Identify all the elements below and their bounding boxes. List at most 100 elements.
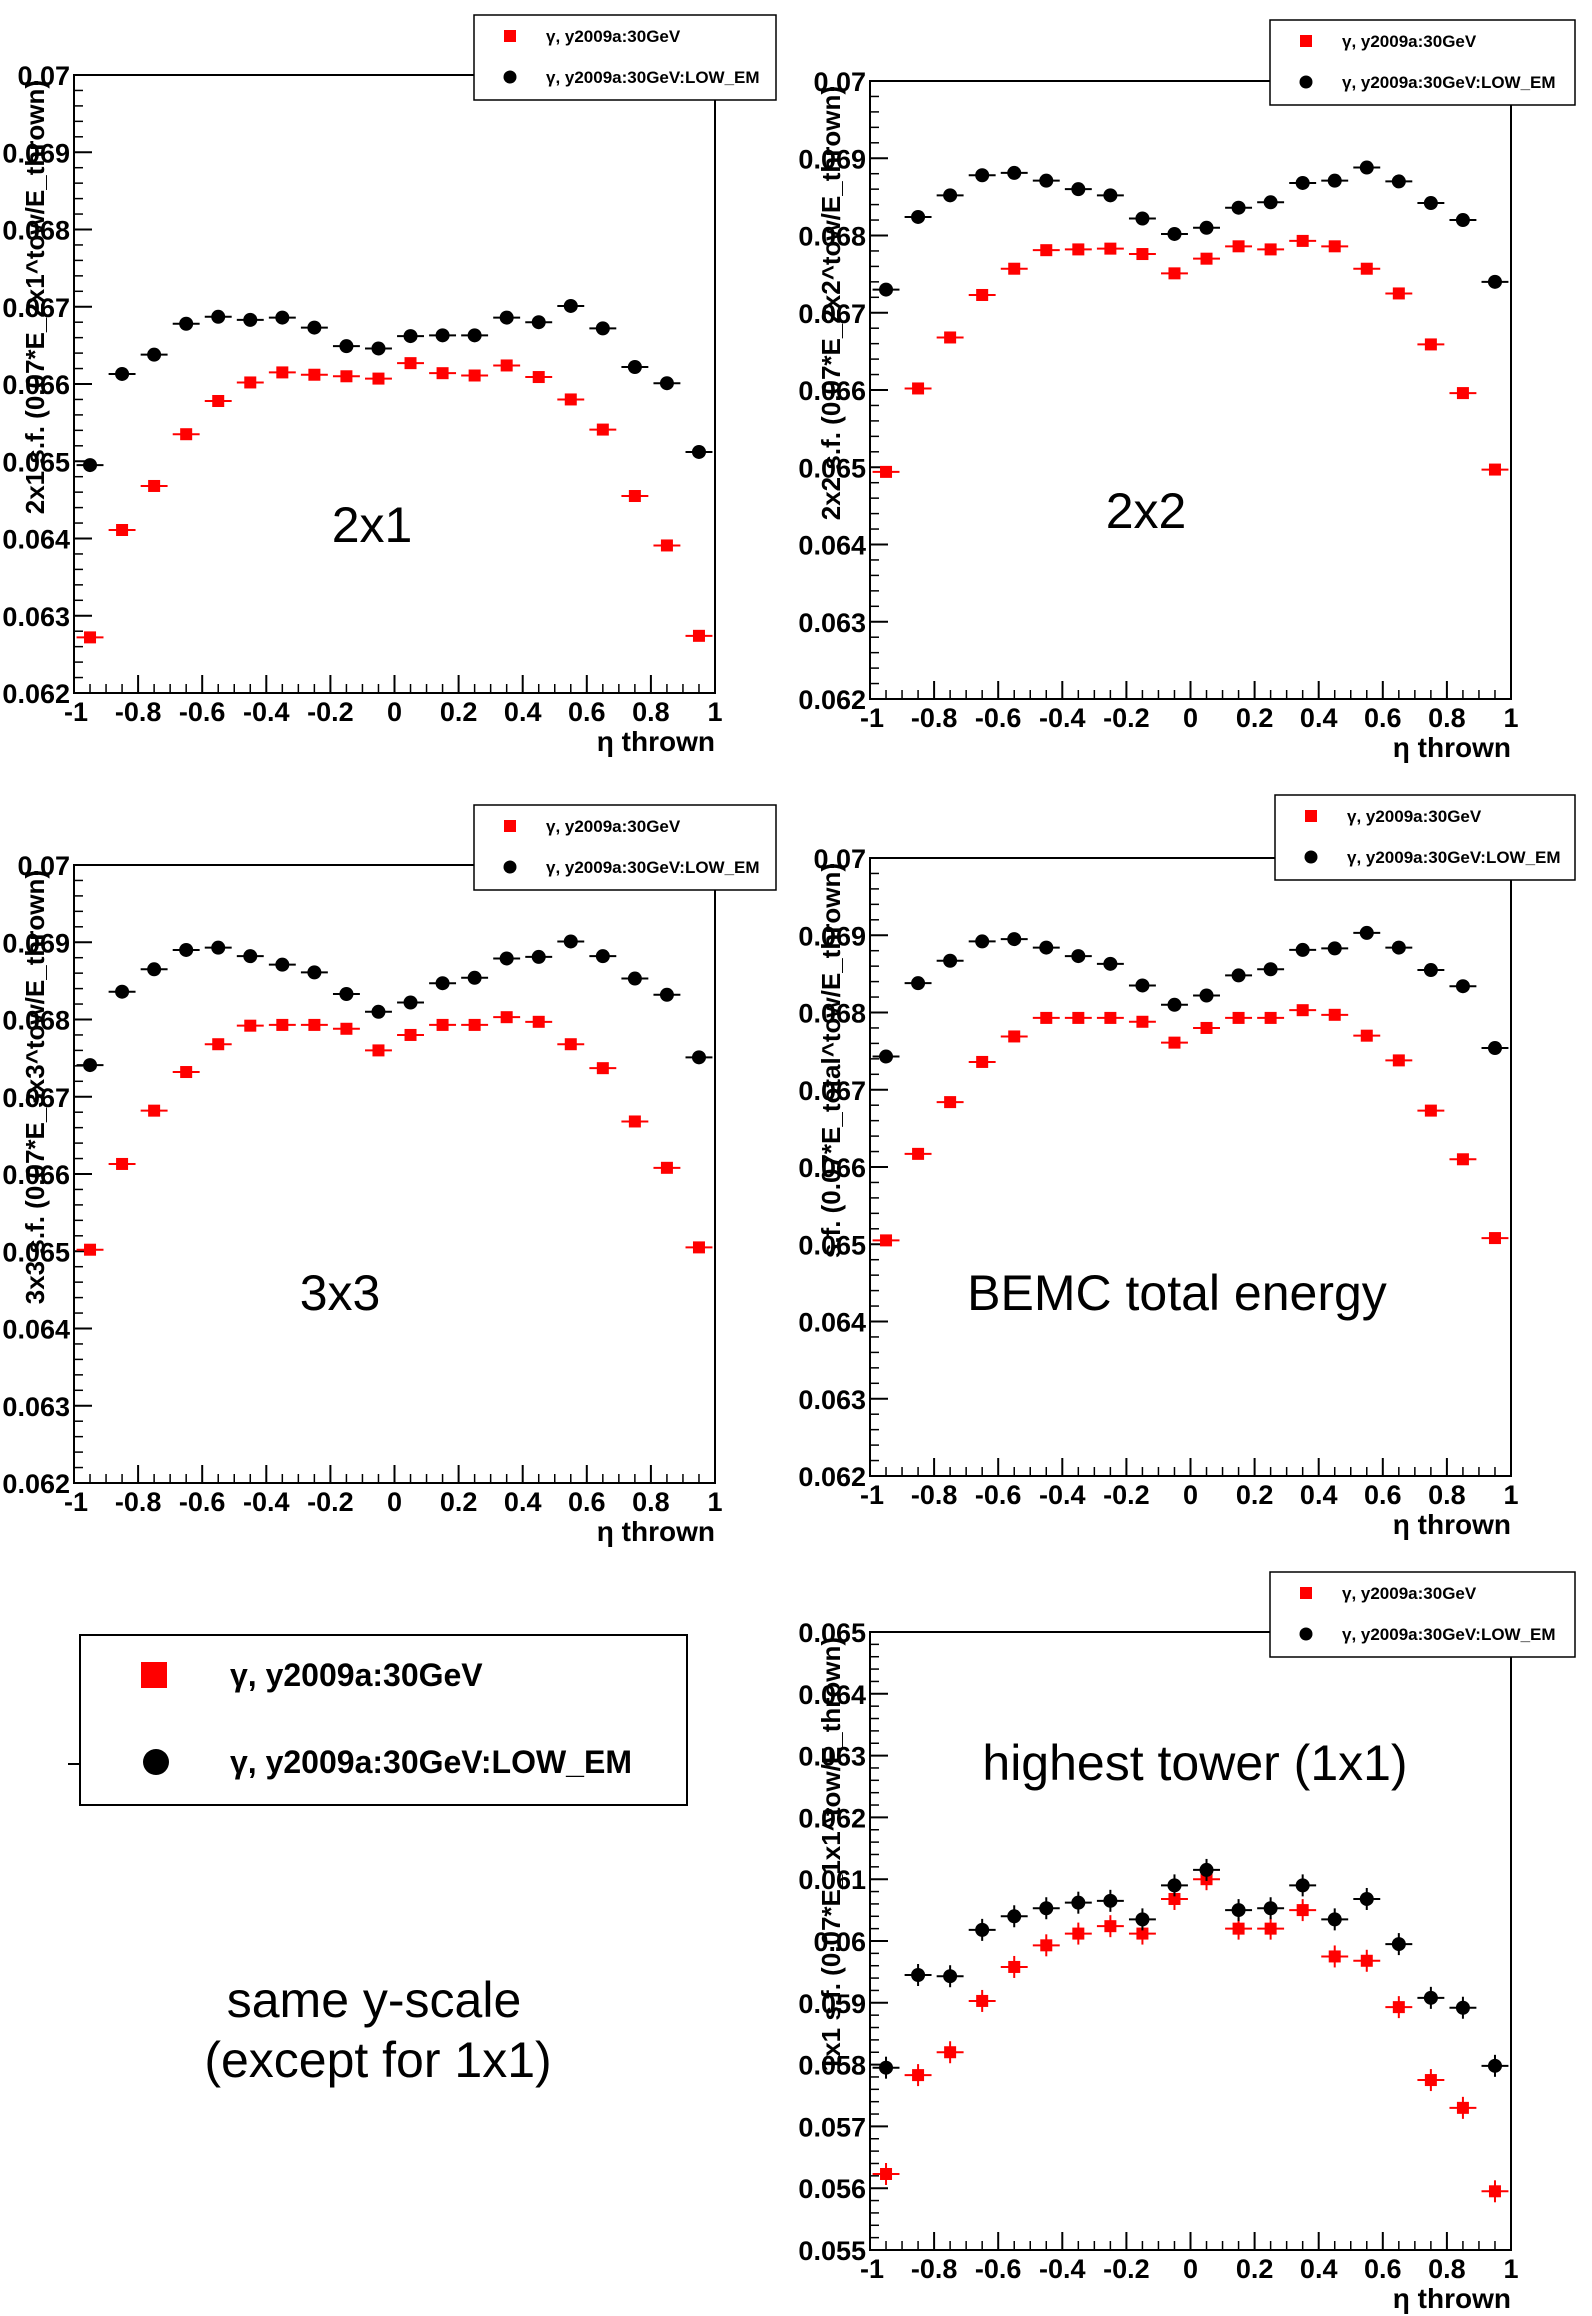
data-point	[1353, 1029, 1381, 1042]
y-tick-label: 0.062	[798, 1462, 866, 1492]
data-point	[268, 310, 296, 325]
data-point	[872, 465, 900, 478]
data-point	[1449, 1153, 1477, 1166]
data-point	[525, 371, 553, 384]
data-point	[968, 168, 996, 183]
data-point	[1449, 2096, 1477, 2119]
panel-legend: γ, y2009a:30GeV γ, y2009a:30GeV:LOW_EM	[1269, 19, 1576, 106]
black-circle-marker	[211, 940, 226, 955]
red-square-marker	[180, 1066, 193, 1079]
data-point	[172, 428, 200, 441]
black-circle-marker	[179, 316, 194, 331]
data-point	[397, 995, 424, 1010]
black-circle-marker	[1263, 1901, 1278, 1916]
black-circle-marker	[115, 366, 130, 381]
data-point	[108, 366, 136, 381]
data-point	[525, 1015, 553, 1028]
x-tick-label: -0.6	[975, 703, 1022, 733]
black-circle-marker	[1231, 968, 1246, 983]
red-square-marker	[660, 539, 673, 552]
black-circle-marker	[1487, 274, 1502, 289]
red-square-marker	[1392, 2001, 1405, 2014]
data-point	[1481, 2180, 1509, 2203]
data-point	[1064, 949, 1092, 964]
red-square-marker	[1328, 1950, 1341, 1963]
panel-legend: γ, y2009a:30GeV γ, y2009a:30GeV:LOW_EM	[473, 804, 777, 891]
data-point	[1064, 182, 1092, 197]
big-legend-red-label: γ, y2009a:30GeV	[230, 1657, 483, 1693]
red-square-marker	[1104, 1920, 1117, 1933]
y-tick-label: 0.06	[813, 1927, 866, 1957]
x-tick-label: 0.8	[632, 1487, 670, 1517]
data-point	[1257, 962, 1285, 977]
red-square-marker	[1040, 1011, 1053, 1024]
data-point	[1225, 1011, 1253, 1024]
black-circle-marker	[1039, 173, 1054, 188]
data-point	[429, 367, 457, 380]
black-circle-marker	[1071, 1895, 1086, 1910]
red-square-marker	[180, 428, 193, 441]
legend-red-square-icon	[1300, 1587, 1312, 1599]
data-point	[1449, 387, 1477, 400]
black-circle-marker	[1423, 1990, 1438, 2005]
data-point	[1064, 1922, 1092, 1945]
black-circle-marker	[1231, 200, 1246, 215]
data-point	[904, 1963, 932, 1986]
red-square-marker	[116, 1157, 129, 1170]
legend-black-circle-icon	[1299, 75, 1313, 89]
y-tick-label: 0.067	[798, 1076, 866, 1106]
red-square-marker	[1488, 1232, 1501, 1245]
black-circle-marker	[1039, 940, 1054, 955]
legend-red-label: γ, y2009a:30GeV	[1347, 807, 1482, 826]
black-circle-marker	[1007, 165, 1022, 180]
panel-annotation: BEMC total energy	[967, 1265, 1387, 1321]
black-circle-marker	[1071, 949, 1086, 964]
y-tick-label: 0.058	[798, 2051, 866, 2081]
x-tick-label: 0.2	[1236, 2254, 1274, 2284]
black-circle-marker	[1295, 942, 1310, 957]
data-point	[1225, 1917, 1253, 1940]
legend-black-circle-icon	[1304, 850, 1318, 864]
plot-frame	[869, 1631, 1512, 2251]
black-circle-marker	[1423, 196, 1438, 211]
black-circle-marker	[911, 209, 926, 224]
data-point	[1032, 1897, 1060, 1920]
black-circle-marker	[1359, 160, 1374, 175]
data-point	[1064, 1891, 1092, 1914]
x-axis-title: η thrown	[1393, 1509, 1511, 1540]
y-tick-label: 0.063	[798, 608, 866, 638]
black-circle-marker	[115, 984, 130, 999]
legend-red-square-icon	[504, 820, 516, 832]
data-point	[172, 316, 200, 331]
black-circle-marker	[1039, 1901, 1054, 1916]
red-square-marker	[912, 382, 925, 395]
black-circle-marker	[595, 949, 610, 964]
plot-frame	[869, 857, 1512, 1477]
data-point	[1257, 1897, 1285, 1920]
black-circle-marker	[1487, 2058, 1502, 2073]
data-point	[621, 360, 649, 375]
red-square-marker	[1296, 1904, 1309, 1917]
panel-legend: γ, y2009a:30GeV γ, y2009a:30GeV:LOW_EM	[1274, 794, 1576, 881]
y-tick-label: 0.063	[798, 1385, 866, 1415]
panel-2x1: 0.062 0.063 0.064 0.065 0.066 0.067 0.068 0.069…	[2, 14, 777, 757]
red-square-marker	[500, 1011, 513, 1024]
black-circle-marker	[435, 328, 450, 343]
red-square-marker	[880, 2167, 893, 2180]
data-point	[1417, 196, 1445, 211]
black-circle-marker	[943, 1969, 958, 1984]
x-tick-label: -0.8	[911, 2254, 958, 2284]
red-square-marker	[628, 490, 641, 503]
data-point	[332, 339, 360, 354]
black-circle-marker	[1007, 1909, 1022, 1924]
y-tick-label: 0.07	[17, 61, 70, 91]
y-tick-label: 0.063	[2, 602, 70, 632]
data-point	[140, 962, 168, 977]
red-square-marker	[1200, 252, 1213, 265]
x-tick-label: -0.2	[307, 1487, 354, 1517]
black-circle-marker	[595, 321, 610, 336]
y-tick-label: 0.064	[798, 1308, 866, 1338]
data-point	[332, 370, 360, 383]
red-square-marker	[692, 629, 705, 642]
